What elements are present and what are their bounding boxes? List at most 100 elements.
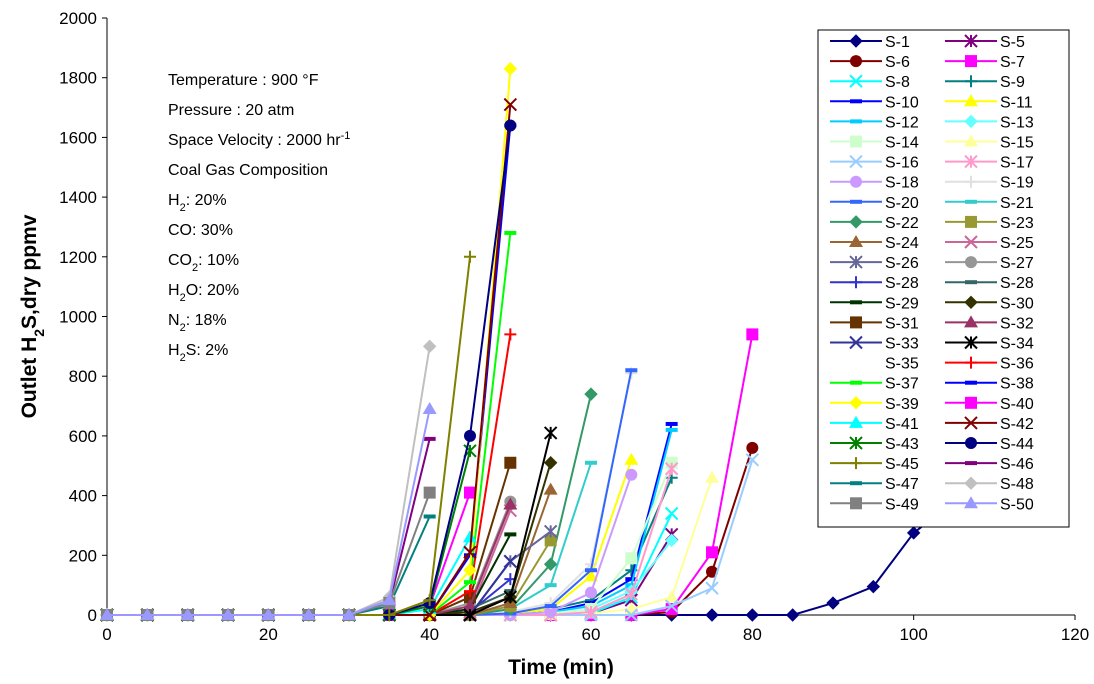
y-tick-label: 1200 xyxy=(59,248,97,267)
legend-marker xyxy=(965,256,977,269)
legend-item: S-35 xyxy=(885,356,919,373)
series-S-32 xyxy=(100,497,518,620)
data-point xyxy=(543,557,558,571)
legend-marker xyxy=(850,175,862,188)
annotation-line: CO2: 10% xyxy=(168,252,239,274)
data-point xyxy=(624,587,639,601)
data-point xyxy=(100,608,114,620)
legend-label: S-38 xyxy=(1000,376,1034,393)
annotation-line: Temperature : 900 °F xyxy=(168,72,319,89)
legend-marker xyxy=(964,315,978,328)
legend-marker xyxy=(964,295,978,310)
legend-label: S-33 xyxy=(885,336,919,353)
data-point xyxy=(504,230,517,235)
data-point xyxy=(342,608,356,620)
data-point xyxy=(180,608,195,620)
legend-marker xyxy=(964,335,978,350)
y-tick-label: 600 xyxy=(69,427,97,446)
data-point xyxy=(664,533,679,548)
data-point xyxy=(503,590,518,604)
data-point xyxy=(584,387,598,401)
legend-marker xyxy=(849,255,863,269)
data-point xyxy=(585,460,597,465)
legend-label: S-48 xyxy=(1000,476,1034,493)
annotation-line: H2S: 2% xyxy=(168,342,228,364)
legend-marker xyxy=(965,437,977,449)
data-point xyxy=(705,608,719,622)
data-point xyxy=(705,581,719,595)
legend-marker xyxy=(849,154,863,169)
legend-marker xyxy=(964,134,978,147)
legend-marker xyxy=(850,457,862,470)
legend-marker xyxy=(965,215,977,228)
series-S-44 xyxy=(101,119,517,621)
legend-marker xyxy=(850,481,862,486)
data-point xyxy=(746,328,759,341)
data-point xyxy=(464,429,476,442)
legend-item: S-8 xyxy=(830,74,910,91)
legend-marker xyxy=(964,235,978,249)
legend-item: S-23 xyxy=(945,215,1034,232)
legend-marker xyxy=(965,75,977,88)
legend-label: S-5 xyxy=(1000,34,1025,51)
data-point xyxy=(543,524,558,539)
legend-label: S-12 xyxy=(885,114,919,131)
y-tick-label: 0 xyxy=(88,606,97,625)
legend-item: S-33 xyxy=(830,336,919,353)
data-point xyxy=(503,97,518,112)
legend-item: S-20 xyxy=(830,195,919,212)
data-point xyxy=(664,462,679,476)
legend-item: S-45 xyxy=(830,456,919,473)
legend-item: S-48 xyxy=(945,476,1034,493)
legend-label: S-8 xyxy=(885,74,910,91)
legend-label: S-7 xyxy=(1000,54,1025,71)
legend-label: S-47 xyxy=(885,476,919,493)
legend-item: S-39 xyxy=(830,396,919,413)
legend-item: S-42 xyxy=(945,416,1034,433)
legend-label: S-27 xyxy=(1000,255,1034,272)
data-point xyxy=(463,563,477,577)
series-S-48 xyxy=(100,339,437,622)
data-point xyxy=(826,596,840,610)
series-S-38 xyxy=(101,123,517,617)
annotation-line: H2: 20% xyxy=(168,192,227,214)
legend-label: S-43 xyxy=(885,436,919,453)
y-tick-label: 1400 xyxy=(59,188,97,207)
legend-marker xyxy=(964,154,978,169)
legend-label: S-13 xyxy=(1000,114,1034,131)
legend-marker xyxy=(965,396,977,409)
legend-item: S-36 xyxy=(945,356,1034,373)
legend-marker xyxy=(849,335,863,350)
series-S-43 xyxy=(100,444,477,622)
data-point xyxy=(664,599,679,613)
legend-item: S-19 xyxy=(945,175,1034,192)
data-point xyxy=(382,593,397,606)
legend-label: S-22 xyxy=(885,215,919,232)
legend-label: S-19 xyxy=(1000,175,1034,192)
series-line xyxy=(107,408,431,616)
legend-marker xyxy=(849,215,863,229)
legend-marker xyxy=(965,461,977,466)
data-point xyxy=(221,608,235,620)
legend-marker xyxy=(964,476,978,490)
legend-marker xyxy=(964,496,978,509)
annotation-line: N2: 18% xyxy=(168,312,227,334)
series-line xyxy=(107,429,673,616)
legend-marker xyxy=(850,55,862,68)
data-point xyxy=(463,530,477,543)
data-point xyxy=(423,594,436,607)
series-line xyxy=(107,492,431,616)
legend-label: S-41 xyxy=(885,416,919,433)
series-S-23 xyxy=(101,534,557,621)
legend-label: S-42 xyxy=(1000,416,1034,433)
data-point xyxy=(504,456,517,469)
y-tick-label: 800 xyxy=(69,367,97,386)
data-point xyxy=(423,514,436,519)
axis-titles: Time (min) Outlet H2S,dry ppmv xyxy=(18,214,614,679)
legend-marker xyxy=(849,396,863,410)
series-S-37 xyxy=(101,230,517,617)
data-point xyxy=(665,427,678,432)
data-point xyxy=(544,604,557,609)
legend-item: S-25 xyxy=(945,235,1034,252)
